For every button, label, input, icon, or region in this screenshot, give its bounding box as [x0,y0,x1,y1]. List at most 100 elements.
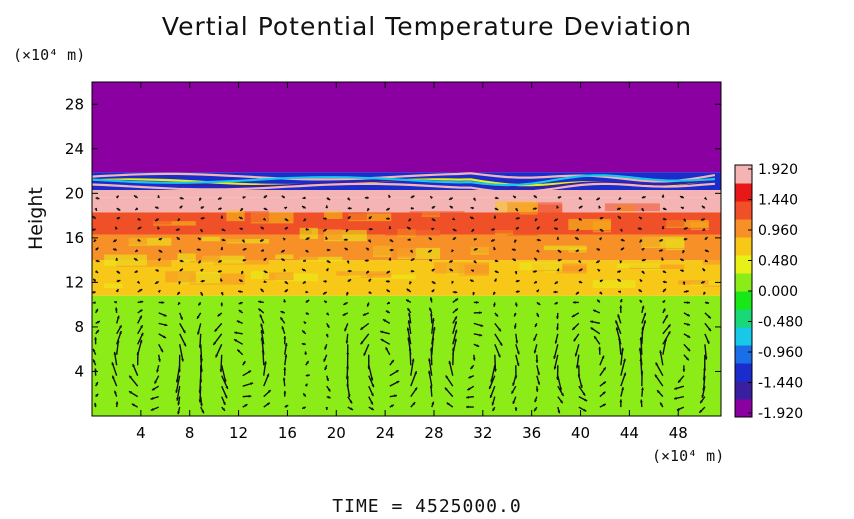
wind-vector-head [386,270,390,274]
wind-vector-head [238,301,242,305]
wind-vector-head [95,393,99,397]
wind-vector-head [554,301,558,305]
wind-vector-head [370,407,374,410]
wind-vector-head [383,319,386,322]
wind-vector-head [218,259,222,263]
wind-vector-head [386,289,390,293]
wind-vector-head [429,307,432,311]
colorbar-swatch [735,291,752,310]
wind-vector-head [621,247,625,251]
wind-vector-head [134,270,138,273]
wind-vector-head [302,330,306,334]
y-axis-unit: (×10⁴ m) [13,46,86,64]
wind-vector-head [472,197,476,201]
wind-vector [430,347,433,366]
wind-vector-head [115,257,119,261]
wind-vector-head [621,347,624,351]
wind-vector-head [578,217,582,221]
wind-vector-head [537,381,540,385]
wind-vector-head [553,366,557,370]
wind-vector-head [281,326,285,330]
wind-vector-head [489,394,493,398]
texture-patch [238,211,270,223]
wind-vector-head [305,249,309,253]
colorbar-label: -0.480 [758,315,803,331]
wind-vector-head [280,317,284,321]
texture-patch [666,220,709,228]
texture-patch [275,254,294,260]
colorbar: 1.920 1.440 0.960 0.480 0.000 -0.480 -0.960 -1.… [734,162,803,422]
wind-vector-head [150,408,154,411]
texture-patch [226,238,270,244]
wind-vector-head [603,367,606,371]
wind-vector-head [95,308,98,312]
wind-vector-head [495,313,498,317]
wind-vector-head [596,197,600,201]
wind-vector-head [326,312,329,316]
wind-vector [220,354,223,373]
wind-vector-head [92,301,96,304]
wind-vector [428,370,433,387]
wind-vector-head [280,310,284,314]
wind-vector-head [600,217,604,220]
wind-vector-head [601,355,605,359]
wind-vector-head [364,196,368,200]
wind-vector-head [476,301,479,304]
wind-vector-head [537,238,541,242]
wind-vector-head [385,280,389,283]
wind-vector-head [197,315,200,319]
wind-vector-head [641,208,644,212]
wind-vector-head [324,300,327,304]
wind-vector [494,354,497,372]
wind-vector-head [598,237,602,241]
wind-vector-head [117,207,121,211]
wind-vector-head [480,324,484,327]
wind-vector-head [380,330,384,334]
texture-patch [678,280,709,285]
wind-vector-head [643,320,647,324]
wind-vector-head [449,197,452,200]
wind-vector-head [367,208,370,212]
wind-vector-head [92,290,95,294]
wind-vector-head [222,228,226,231]
wind-vector-head [479,333,483,337]
wind-vector-head [600,228,604,232]
wind-vector-head [623,372,627,376]
texture-patch [140,220,172,225]
wind-vector-head [536,226,540,230]
wind-vector-head [281,249,285,253]
texture-patch [299,227,318,239]
wind-vector-head [159,238,163,241]
wind-vector-head [176,237,180,240]
wind-vector-head [533,350,537,354]
wind-vector-head [284,289,288,293]
wind-vector-head [323,358,327,362]
wind-vector-head [493,291,496,295]
colorbar-swatch [735,363,752,382]
wind-vector-head [599,291,603,295]
wind-vector-head [514,375,518,379]
wind-vector-head [346,228,349,232]
texture-patch [128,237,172,246]
wind-vector-head [92,228,95,231]
wind-vector-head [347,197,350,201]
colorbar-label: -0.960 [758,345,803,361]
wind-vector-head [516,279,520,283]
wind-vector-head [499,342,503,346]
wind-vector-head [662,300,666,304]
wind-vector-head [367,366,371,370]
wind-vector-head [303,259,306,262]
wind-vector-head [154,380,158,384]
wind-vector-head [491,228,495,231]
wind-vector-head [686,357,689,361]
wind-vector-head [619,305,623,309]
wind-vector-head [140,332,144,336]
wind-vector-head [394,394,397,398]
texture-patch [385,227,441,236]
wind-vector [179,344,184,362]
wind-vector-head [323,280,327,283]
layer-streak-0 [92,172,716,183]
wind-vector-head [512,258,516,262]
wind-vector-head [325,236,328,240]
x-tick-label: 40 [571,424,590,442]
